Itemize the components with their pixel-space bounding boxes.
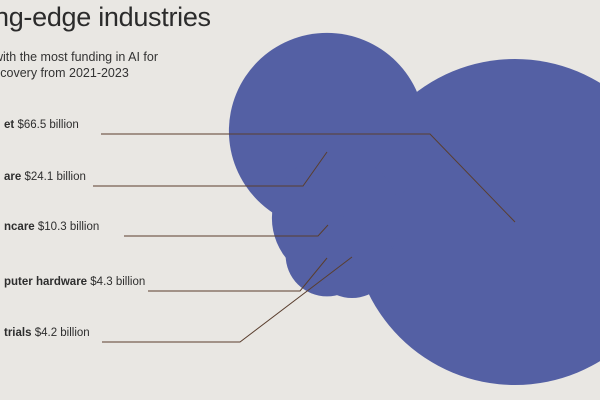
subtitle-line-2: scovery from 2021-2023: [0, 66, 129, 80]
leader-line-5: [102, 256, 353, 343]
bubble-value-2: $24.1 billion: [24, 171, 86, 183]
chart-subtitle: with the most funding in AI for scovery …: [0, 49, 158, 81]
bubble-category-1: et: [4, 119, 15, 131]
bubble-category-2: are: [4, 171, 22, 183]
bubble-value-3: $10.3 billion: [37, 221, 100, 233]
bubble-label-3: ncare $10.3 billion: [4, 221, 99, 233]
bubble-category-5: trials: [4, 327, 32, 339]
bubble-category-4: puter hardware: [4, 276, 88, 288]
bubble-label-4: puter hardware $4.3 billion: [4, 276, 145, 288]
bubble-label-5: trials $4.2 billion: [4, 327, 90, 339]
chart-title: ng-edge industries: [0, 2, 211, 32]
bubble-value-4: $4.3 billion: [90, 276, 146, 288]
bubble-label-1: et $66.5 billion: [4, 119, 79, 131]
bubble-value-5: $4.2 billion: [34, 327, 90, 339]
bubble-label-2: are $24.1 billion: [4, 171, 86, 183]
bubble-value-1: $66.5 billion: [17, 119, 79, 131]
leader-line-2: [93, 151, 328, 187]
leader-line-1: [101, 133, 516, 223]
leader-line-3: [124, 224, 329, 237]
subtitle-line-1: with the most funding in AI for: [0, 50, 158, 64]
bubble-category-3: ncare: [4, 221, 35, 233]
leader-line-4: [148, 257, 328, 292]
